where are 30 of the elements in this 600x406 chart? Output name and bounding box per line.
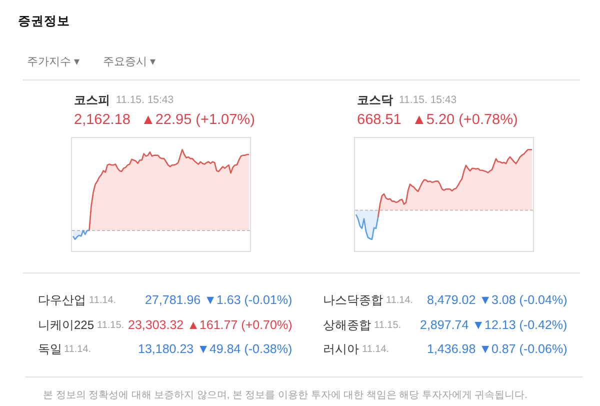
text: 나스닥종합	[323, 293, 383, 307]
text: ▲22.95 (+1.07%)	[141, 112, 255, 128]
text: 13,180.23 ▼49.84 (-0.38%)	[138, 342, 292, 356]
text: 11.14.	[64, 344, 92, 355]
text: 11.14.	[362, 344, 390, 355]
text: ▲5.20 (+0.78%)	[412, 112, 518, 128]
text: 러시아	[323, 342, 359, 356]
text: 1,436.98 ▼0.87 (-0.06%)	[427, 342, 568, 356]
text: 상해종합	[323, 318, 371, 332]
text: 주가지수 ▾	[27, 56, 80, 68]
text: 11.14.	[386, 295, 414, 306]
text: 27,781.96 ▼1.63 (-0.01%)	[145, 293, 292, 307]
chart-title: 코스닥	[357, 93, 393, 107]
text: 증권정보	[18, 14, 70, 28]
text: 23,303.32 ▲161.77 (+0.70%)	[128, 318, 292, 332]
text: 본 정보의 정확성에 대해 보증하지 않으며, 본 정보를 이용한 투자에 대한 책임은 해당 투자자에게 귀속됩니다.	[43, 390, 528, 401]
text: 2,162.18	[74, 112, 130, 128]
text: 11.15.	[374, 320, 402, 331]
chart-subtitle: 11.15. 15:43	[116, 94, 174, 106]
chart-subtitle: 11.15. 15:43	[399, 94, 457, 106]
chart-title: 코스피	[74, 93, 110, 107]
text: 668.51	[357, 112, 402, 128]
text: 11.15.	[97, 320, 124, 331]
text: 다우산업	[38, 293, 86, 307]
text: 11.14.	[89, 295, 116, 306]
text: 독일	[38, 342, 62, 356]
text: 주요증시 ▾	[103, 56, 156, 68]
text: 8,479.02 ▼3.08 (-0.04%)	[427, 293, 568, 307]
text: 니케이225	[38, 318, 94, 332]
text: 2,897.74 ▼12.13 (-0.42%)	[420, 318, 568, 332]
